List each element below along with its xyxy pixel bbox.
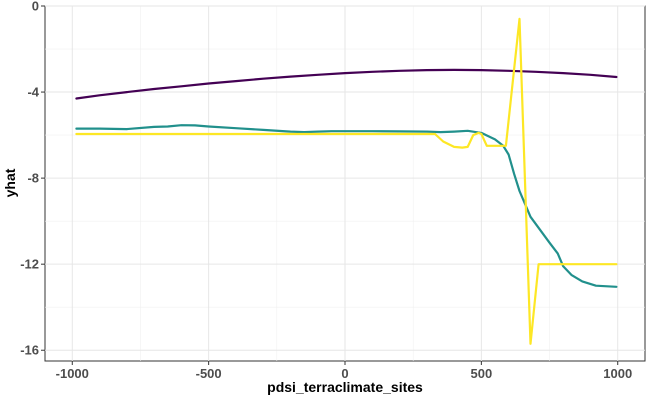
x-tick-label: 500 xyxy=(471,366,493,381)
series-lines xyxy=(75,17,618,345)
x-axis-title: pdsi_terraclimate_sites xyxy=(267,379,423,395)
series-line-3 xyxy=(75,17,618,345)
x-tick-label: -500 xyxy=(196,366,222,381)
x-axis: -1000 -500 0 500 1000 xyxy=(56,361,632,381)
y-tick-label: 0 xyxy=(32,0,39,14)
x-tick-label: -1000 xyxy=(56,366,89,381)
y-tick-label: -12 xyxy=(20,257,39,272)
series-line-1 xyxy=(75,68,618,100)
y-tick-label: -16 xyxy=(20,343,39,358)
y-axis: 0 -4 -8 -12 -16 xyxy=(20,0,45,358)
y-axis-title: yhat xyxy=(2,168,18,197)
y-tick-label: -8 xyxy=(27,171,39,186)
y-tick-label: -4 xyxy=(27,85,39,100)
x-tick-label: 0 xyxy=(341,366,348,381)
x-tick-label: 1000 xyxy=(603,366,632,381)
grid xyxy=(45,5,645,361)
series-line-2 xyxy=(75,124,618,288)
